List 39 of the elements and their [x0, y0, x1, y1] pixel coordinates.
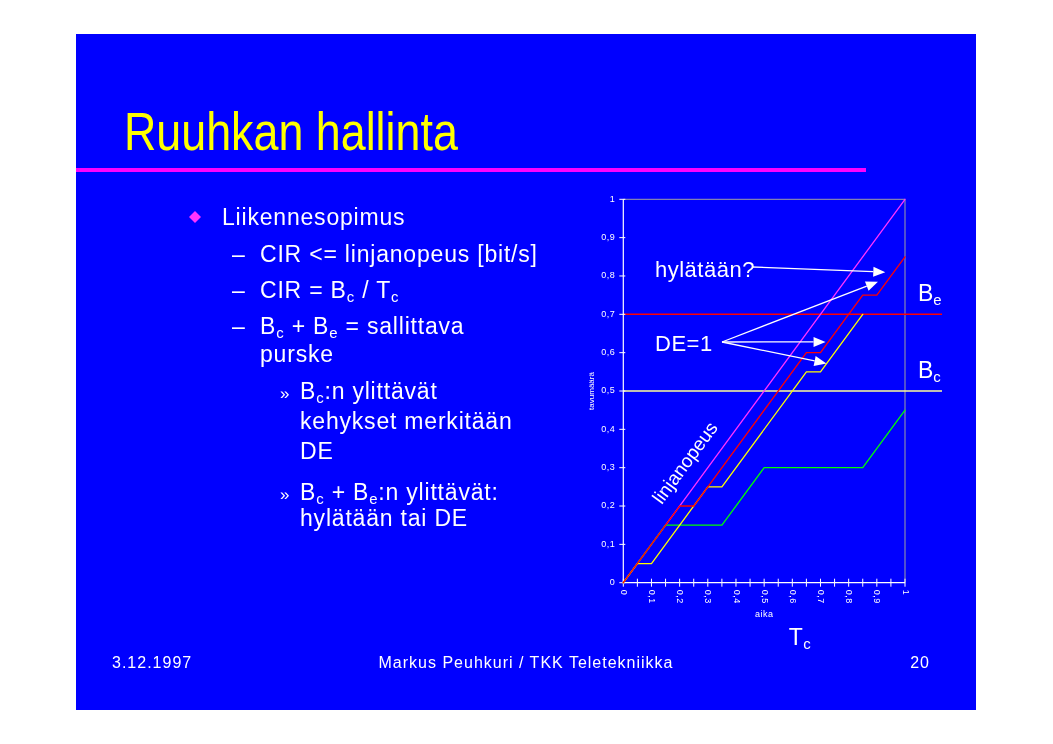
- y-tick-label: 0,8: [601, 270, 616, 281]
- x-tick-label: 0: [618, 589, 629, 596]
- text: 3.12.1997: [112, 654, 193, 671]
- text: – B$_{c}$ + B$_{e}$ = sallittava purske: [232, 313, 465, 367]
- y-tick-label: 0,2: [601, 500, 616, 511]
- text: – CIR = B$_{c}$ / T$_{c}$: [232, 277, 400, 306]
- y-tick-label: 0,1: [601, 538, 616, 549]
- y-tick-label: 0,3: [601, 462, 616, 473]
- x-tick-label: 0,2: [675, 589, 686, 604]
- x-tick-label: 1: [900, 589, 911, 596]
- x-tick-label: 0,9: [872, 589, 883, 604]
- y-tick-label: 0,4: [601, 423, 616, 434]
- x-tick-label: 0,5: [759, 589, 770, 604]
- ref-line-label: B$_{e}$: [918, 280, 942, 309]
- chart-title: Ruuhkan hallinta: [124, 101, 459, 162]
- x-tick-label: 0,6: [787, 589, 798, 604]
- annotation: hylätään?: [655, 257, 755, 282]
- text: – CIR <= linjanopeus [bit/s]: [232, 241, 538, 267]
- text: T$_{c}$: [788, 624, 812, 653]
- y-tick-label: 0: [609, 577, 616, 588]
- ref-line-label: B$_{c}$: [918, 357, 942, 386]
- y-tick-label: 1: [609, 193, 616, 204]
- x-axis-title: aika: [754, 609, 774, 619]
- annotation: DE=1: [655, 331, 713, 356]
- y-tick-label: 0,6: [601, 347, 616, 358]
- text: 20: [910, 654, 930, 671]
- x-tick-label: 0,8: [844, 589, 855, 604]
- x-tick-label: 0,4: [731, 589, 742, 604]
- y-tick-label: 0,9: [601, 232, 616, 243]
- text: » B$_{c}$:n ylittävät kehykset merkitään DE: [280, 378, 513, 464]
- text: Liikennesopimus: [222, 204, 406, 230]
- y-axis-title: tavumäärä: [587, 371, 596, 410]
- text: Markus Peuhkuri / TKK Teletekniikka: [378, 654, 674, 671]
- x-tick-label: 0,7: [816, 589, 827, 604]
- y-tick-label: 0,5: [601, 385, 616, 396]
- y-tick-label: 0,7: [601, 308, 616, 319]
- x-tick-label: 0,1: [647, 589, 658, 604]
- text: » B$_{c}$ + B$_{e}$:n ylittävät: hylätään tai DE: [280, 479, 499, 531]
- x-tick-label: 0,3: [703, 589, 714, 604]
